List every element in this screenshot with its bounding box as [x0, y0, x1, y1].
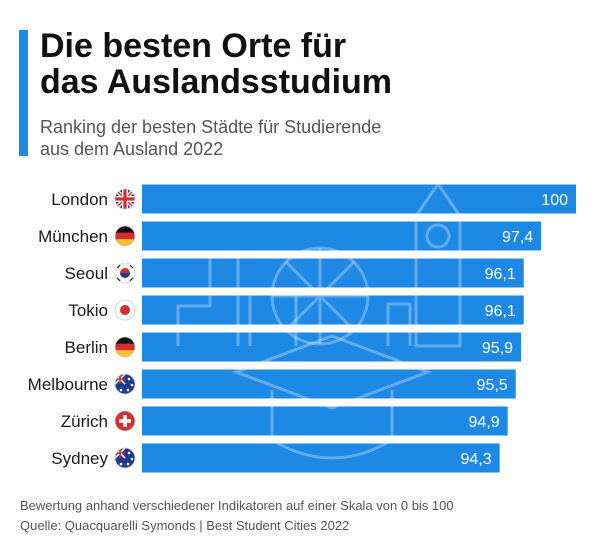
- value-label-2: 96,1: [485, 266, 516, 283]
- value-label-4: 95,9: [482, 340, 513, 357]
- ferris-wheel-illustration: [270, 246, 370, 346]
- skyline-illustration: [176, 254, 412, 346]
- bar-2: [142, 258, 524, 288]
- decorative-illustration: [176, 181, 462, 460]
- page-subtitle: Ranking der besten Städte für Studierend…: [40, 116, 560, 160]
- category-label-6: Zürich: [61, 412, 108, 431]
- tower-illustration: [414, 214, 462, 348]
- bar-chart: 100 London 97,4 München 96,1 Seoul 96,1 Tokio 95…: [28, 181, 576, 473]
- graduation-cap-band-illustration: [270, 390, 394, 460]
- value-label-3: 96,1: [485, 303, 516, 320]
- category-label-2: Seoul: [65, 264, 108, 283]
- footnote: Bewertung anhand verschiedener Indikator…: [20, 498, 454, 513]
- value-label-0: 100: [541, 192, 568, 209]
- footer: Bewertung anhand verschiedener Indikator…: [20, 496, 580, 536]
- subtitle-line-2: aus dem Ausland 2022: [40, 139, 224, 159]
- category-label-0: London: [51, 190, 108, 209]
- japan-flag-icon: [114, 299, 136, 321]
- ferris-wheel-spokes-illustration: [272, 248, 368, 344]
- title-line-1: Die besten Orte für: [40, 27, 347, 65]
- subtitle-line-1: Ranking der besten Städte für Studierend…: [40, 117, 382, 137]
- category-label-3: Tokio: [68, 301, 108, 320]
- graduation-cap-illustration: [231, 334, 433, 410]
- bar-4: [142, 332, 522, 362]
- bar-6: [142, 406, 508, 436]
- tower-roof-illustration: [414, 181, 462, 217]
- value-label-6: 94,9: [469, 414, 500, 431]
- title-accent-bar: [19, 30, 28, 156]
- value-label-7: 94,3: [460, 451, 491, 468]
- south-korea-flag-icon: [114, 262, 136, 284]
- tower-clock-illustration: [425, 223, 451, 249]
- uk-flag-icon: [114, 188, 136, 210]
- category-label-1: München: [38, 227, 108, 246]
- value-label-1: 97,4: [502, 229, 533, 246]
- bar-1: [142, 221, 542, 251]
- australia-flag-icon: [114, 447, 136, 469]
- bar-0: [142, 184, 576, 214]
- bar-3: [142, 295, 524, 325]
- category-label-7: Sydney: [51, 449, 108, 468]
- bars-layer: [142, 184, 576, 473]
- switzerland-flag-icon: [114, 410, 136, 432]
- value-label-5: 95,5: [477, 377, 508, 394]
- germany-flag-icon: [114, 225, 136, 247]
- bar-7: [142, 443, 500, 473]
- labels-layer: 100 London 97,4 München 96,1 Seoul 96,1 Tokio 95…: [28, 188, 568, 469]
- australia-flag-icon: [114, 373, 136, 395]
- category-label-4: Berlin: [65, 338, 108, 357]
- title-line-2: das Auslandsstudium: [40, 63, 393, 101]
- germany-flag-icon: [114, 336, 136, 358]
- page-title: Die besten Orte für das Auslandsstudium: [40, 28, 560, 100]
- category-label-5: Melbourne: [28, 375, 108, 394]
- source-note: Quelle: Quacquarelli Symonds | Best Stud…: [20, 518, 350, 533]
- bar-5: [142, 369, 516, 399]
